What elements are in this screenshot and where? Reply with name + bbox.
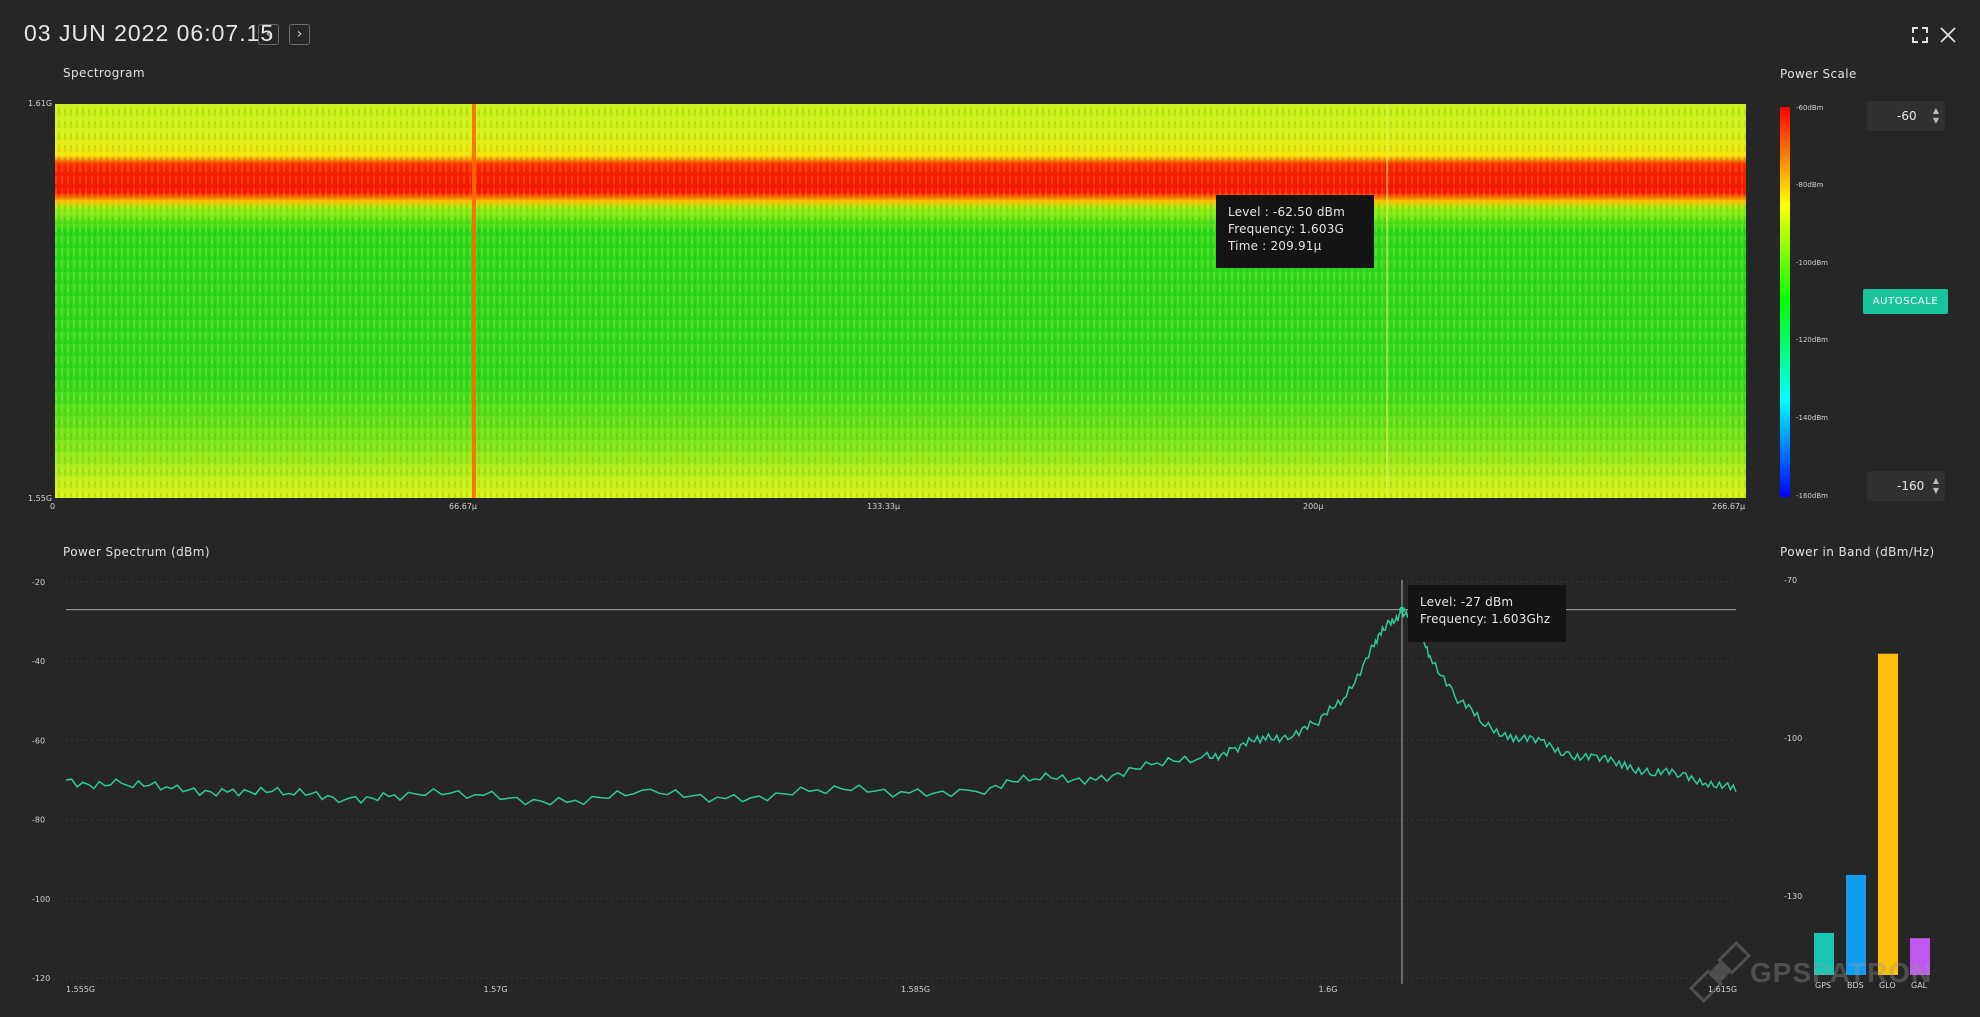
x-tick-label: 1.585G <box>901 985 930 994</box>
band-bar-gal <box>1910 938 1930 975</box>
spectrogram-heatmap <box>55 104 1746 498</box>
power-scale-max-input[interactable]: -60 ▲ ▼ <box>1867 101 1945 131</box>
band-bar-label: GPS <box>1815 981 1831 990</box>
power-in-band-svg: -70 -100 -130 GPS BDS GLO GAL <box>1784 576 1930 990</box>
power-scale-label: -60dBm <box>1796 104 1824 112</box>
power-scale-colorbar <box>1780 107 1790 497</box>
tooltip-level: Level: -27 dBm <box>1420 595 1514 609</box>
spin-up-icon[interactable]: ▲ <box>1932 106 1939 115</box>
next-button[interactable]: › <box>289 24 310 45</box>
spectrogram-tooltip: Level : -62.50 dBm Frequency: 1.603G Tim… <box>1216 195 1374 268</box>
power-in-band-chart: -70 -100 -130 GPS BDS GLO GAL <box>1770 570 1970 1000</box>
power-scale-label: -140dBm <box>1796 414 1828 422</box>
power-in-band-title: Power in Band (dBm/Hz) <box>1780 545 1935 559</box>
y-tick-label: -70 <box>1784 576 1797 585</box>
tooltip-level: Level : -62.50 dBm <box>1228 205 1345 219</box>
tooltip-frequency: Frequency: 1.603G <box>1228 222 1345 236</box>
y-tick-label: -100 <box>1784 734 1802 743</box>
spin-down-icon[interactable]: ▼ <box>1932 116 1939 125</box>
band-bar-gps <box>1814 932 1834 975</box>
spin-down-icon[interactable]: ▼ <box>1932 486 1939 495</box>
power-scale-min-value: -160 <box>1897 479 1925 493</box>
watermark: GPSPATRON <box>1680 935 1980 1010</box>
y-tick-label: -130 <box>1784 892 1802 901</box>
tooltip-time: Time : 209.91μ <box>1228 239 1322 253</box>
spectrogram-x-tick: 133.33μ <box>867 502 901 511</box>
chevron-right-icon: › <box>296 26 303 42</box>
power-scale-label: -100dBm <box>1796 259 1828 267</box>
power-scale-label: -160dBm <box>1796 492 1828 500</box>
spectrogram-x-tick: 66.67μ <box>449 502 477 511</box>
x-tick-label: 1.6G <box>1319 985 1338 994</box>
x-tick-label: 1.555G <box>66 985 95 994</box>
band-bar-label: GLO <box>1879 981 1896 990</box>
chevron-left-icon: ‹ <box>265 26 272 42</box>
page-title: 03 JUN 2022 06:07.15 <box>24 20 275 46</box>
spectrogram-y-bottom-label: 1.55G <box>28 494 53 503</box>
spectrogram-title: Spectrogram <box>63 66 145 80</box>
spectrum-tooltip: Level: -27 dBm Frequency: 1.603Ghz <box>1408 585 1566 642</box>
watermark-text: GPSPATRON <box>1750 957 1933 988</box>
band-bar-label: BDS <box>1847 981 1864 990</box>
band-bar-label: GAL <box>1911 981 1928 990</box>
y-tick-label: -20 <box>32 578 45 587</box>
y-tick-label: -100 <box>32 895 50 904</box>
close-icon <box>1940 27 1956 43</box>
y-tick-label: -60 <box>32 736 45 745</box>
fullscreen-icon <box>1912 27 1928 43</box>
satellite-logo-icon <box>1688 940 1752 1004</box>
y-tick-label: -120 <box>32 974 50 983</box>
x-tick-label: 1.615G <box>1708 985 1737 994</box>
spectrogram-x-tick: 0 <box>50 502 56 511</box>
power-scale-title: Power Scale <box>1780 67 1857 81</box>
y-tick-label: -40 <box>32 657 45 666</box>
spectrogram-x-tick: 266.67μ <box>1712 502 1746 511</box>
power-scale-min-input[interactable]: -160 ▲ ▼ <box>1867 471 1945 501</box>
y-tick-label: -80 <box>32 816 45 825</box>
band-bar-glo <box>1878 653 1898 975</box>
tooltip-frequency: Frequency: 1.603Ghz <box>1420 612 1551 626</box>
power-scale-label: -120dBm <box>1796 336 1828 344</box>
spin-up-icon[interactable]: ▲ <box>1932 476 1939 485</box>
autoscale-button[interactable]: AUTOSCALE <box>1863 289 1948 314</box>
band-bar-bds <box>1846 874 1866 975</box>
spectrogram-x-tick: 200μ <box>1303 502 1324 511</box>
crosshair-point <box>1399 606 1405 613</box>
power-scale-max-value: -60 <box>1897 109 1917 123</box>
spectrogram-y-top-label: 1.61G <box>28 99 53 108</box>
power-spectrum-title: Power Spectrum (dBm) <box>63 545 210 559</box>
power-scale-label: -80dBm <box>1796 181 1824 189</box>
x-tick-label: 1.57G <box>484 985 508 994</box>
prev-button[interactable]: ‹ <box>258 24 279 45</box>
spectrogram-plot[interactable] <box>55 104 1746 498</box>
spectrum-series-line <box>65 608 1737 806</box>
fullscreen-button[interactable] <box>1910 25 1930 45</box>
close-button[interactable] <box>1938 25 1958 45</box>
